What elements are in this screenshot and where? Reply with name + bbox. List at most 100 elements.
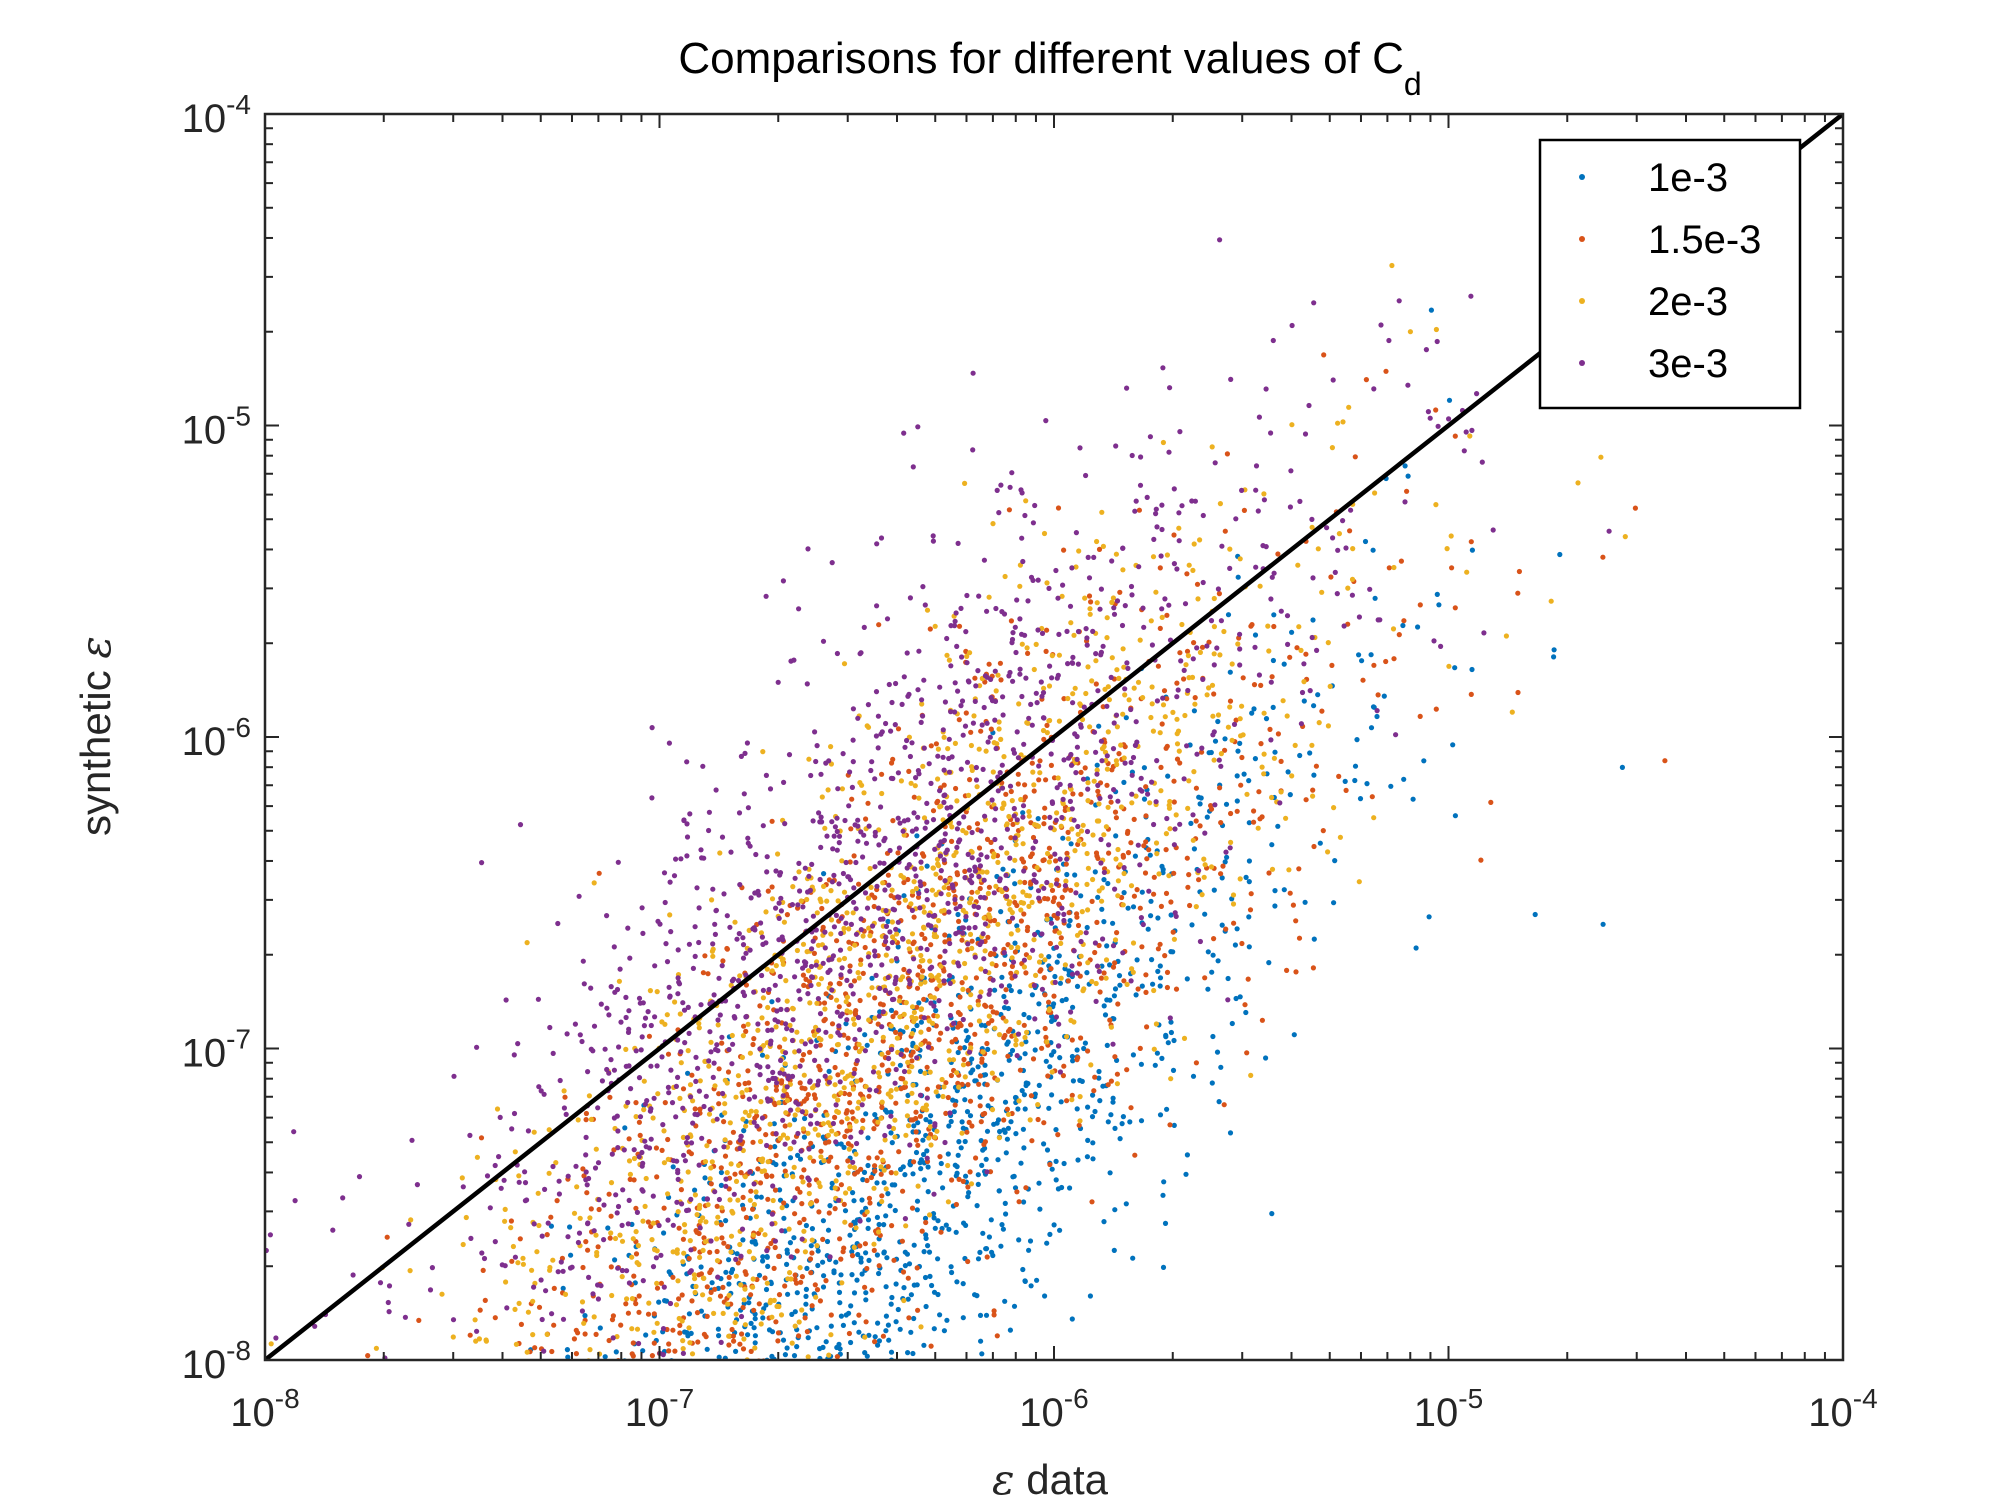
data-point (472, 1317, 478, 1323)
data-point (1059, 1184, 1065, 1191)
data-point (736, 810, 743, 816)
data-point (700, 1215, 706, 1221)
data-point (680, 1259, 686, 1265)
data-point (1155, 946, 1161, 952)
data-point (616, 1044, 622, 1050)
data-point (564, 1031, 570, 1037)
data-point (1004, 1106, 1011, 1112)
data-point (1278, 758, 1284, 765)
data-point (686, 941, 693, 947)
data-point (915, 1183, 921, 1189)
data-point (808, 1270, 814, 1276)
data-point (879, 771, 885, 777)
data-point (547, 1024, 553, 1031)
data-point (536, 1304, 543, 1310)
data-point (1219, 922, 1225, 928)
data-point (1155, 663, 1161, 669)
data-point (1137, 482, 1144, 488)
data-point (858, 1077, 864, 1083)
data-point (701, 1331, 708, 1337)
data-point (1181, 676, 1187, 682)
data-point (928, 1343, 934, 1349)
data-point (742, 750, 748, 757)
data-point (743, 1028, 749, 1034)
data-point (948, 1264, 954, 1270)
data-point (911, 1315, 917, 1322)
data-point (767, 786, 774, 792)
data-point (724, 913, 730, 919)
data-point (937, 853, 944, 859)
data-point (869, 975, 875, 981)
data-point (835, 898, 841, 904)
data-point (1164, 696, 1170, 702)
data-point (847, 963, 853, 969)
data-point (1007, 484, 1013, 490)
data-point (634, 1209, 641, 1215)
data-point (814, 1243, 820, 1249)
data-point (831, 872, 837, 879)
data-point (953, 1229, 959, 1235)
data-point (947, 1012, 954, 1019)
data-point (947, 980, 953, 987)
data-point (874, 541, 880, 547)
data-point (759, 1309, 765, 1315)
data-point (714, 1042, 720, 1048)
data-point (1081, 704, 1087, 710)
data-point (756, 1301, 762, 1307)
data-point (1192, 498, 1198, 504)
data-point (1158, 788, 1164, 794)
data-point (608, 1264, 614, 1270)
data-point (756, 892, 762, 898)
data-point (1468, 539, 1474, 545)
data-point (784, 998, 790, 1004)
data-point (799, 1201, 805, 1207)
data-point (936, 1037, 942, 1043)
data-point (1211, 729, 1217, 735)
data-point (759, 1168, 765, 1174)
data-point (1185, 653, 1191, 659)
data-point (1033, 972, 1039, 979)
data-point (789, 1311, 795, 1317)
data-point (727, 1120, 733, 1126)
data-point (875, 1342, 881, 1348)
data-point (1001, 1035, 1007, 1041)
data-point (702, 953, 708, 959)
data-point (1223, 849, 1229, 855)
data-point (1106, 842, 1112, 848)
data-point (697, 1106, 703, 1112)
data-point (987, 987, 993, 993)
data-point (811, 950, 818, 957)
data-point (941, 857, 947, 863)
data-point (783, 978, 789, 984)
data-point (965, 1082, 971, 1088)
data-point (652, 1014, 658, 1020)
data-point (1235, 641, 1241, 647)
data-point (1074, 744, 1080, 750)
data-point (662, 899, 668, 906)
data-point (970, 1067, 976, 1073)
data-point (1168, 1019, 1174, 1025)
data-point (1110, 1095, 1116, 1101)
data-point (883, 1284, 889, 1290)
data-point (1135, 842, 1141, 848)
data-point (1153, 840, 1160, 846)
data-point (926, 1249, 933, 1255)
data-point (944, 635, 950, 642)
data-point (703, 1219, 709, 1225)
data-point (684, 853, 690, 859)
data-point (563, 1111, 569, 1117)
data-point (557, 1077, 563, 1084)
data-point (268, 1341, 274, 1347)
data-point (697, 1254, 703, 1260)
data-point (577, 1215, 583, 1221)
data-point (772, 1187, 779, 1193)
data-point (836, 1023, 842, 1029)
data-point (967, 1004, 973, 1010)
data-point (1053, 1127, 1059, 1133)
data-point (942, 831, 948, 837)
data-point (801, 1228, 807, 1234)
data-point (631, 1273, 637, 1279)
data-point (1041, 1141, 1047, 1147)
data-point (857, 1243, 863, 1249)
data-point (844, 977, 850, 984)
